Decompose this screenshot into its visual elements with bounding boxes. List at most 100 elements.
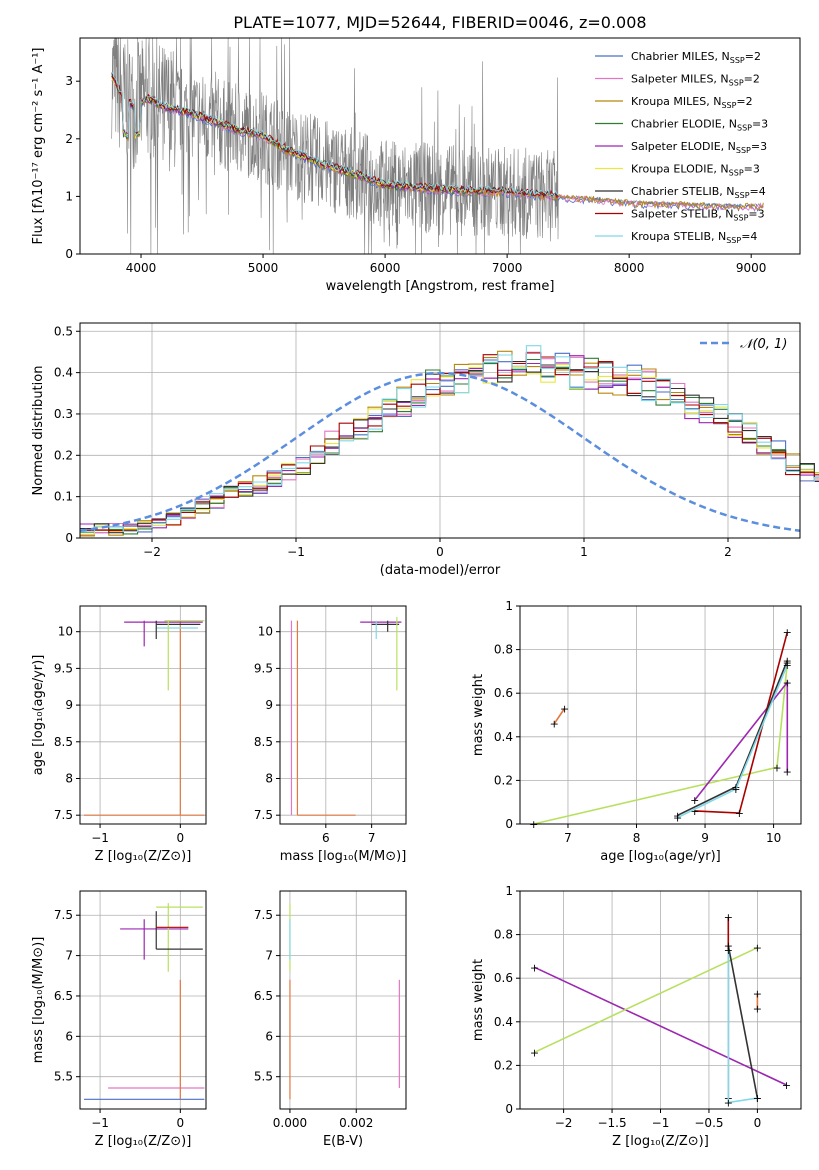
legend-entry: Chabrier ELODIE, NSSP=3: [631, 118, 768, 133]
y-tick-label: 1: [65, 189, 73, 203]
x-tick-label: 7: [564, 831, 572, 845]
legend-entry: Kroupa MILES, NSSP=2: [631, 95, 753, 110]
data-marker: +: [753, 1003, 762, 1016]
y-tick-label: 0: [505, 1102, 513, 1116]
y-tick-label: 1: [505, 884, 513, 898]
y-tick-label: 0.3: [54, 407, 73, 421]
y-tick-label: 0.2: [494, 1058, 513, 1072]
y-tick-label: 7.5: [254, 808, 273, 822]
mass-vs-metallicity-panel: −1 0 5.5 6 6.5 7 7.5 Z [log₁₀(Z/Z⊙)] mass [log₁₀…: [31, 890, 207, 1149]
x-axis-label: mass [log₁₀(M/M⊙)]: [280, 849, 407, 864]
x-tick-label: −2: [143, 545, 161, 559]
weight-line-1: [534, 946, 758, 1054]
weight-line-3: [727, 945, 759, 1099]
y-tick-label: 0.8: [494, 928, 513, 942]
y-tick-label: 10: [58, 625, 73, 639]
y-tick-label: 8.5: [54, 735, 73, 749]
residual-histogram-panel: −2 −1 0 1 2 0 0.1 0.2 0.3 0.4 0.5 (data-model)/erro…: [31, 322, 819, 578]
y-tick-label: 6.5: [54, 989, 73, 1003]
x-tick-label: −1: [287, 545, 305, 559]
y-tick-label: 1: [505, 599, 513, 613]
x-tick-label: 0: [176, 1116, 184, 1130]
y-tick-label: 0: [65, 247, 73, 261]
y-tick-label: 0.1: [54, 490, 73, 504]
y-tick-label: 2: [65, 132, 73, 146]
legend-entry: 𝒩(0, 1): [740, 337, 787, 352]
x-tick-label: 10: [766, 831, 781, 845]
weight-line-3: [694, 631, 789, 814]
data-marker: +: [690, 794, 699, 807]
y-tick-label: 6.5: [254, 989, 273, 1003]
data-marker: +: [724, 940, 733, 953]
y-tick-label: 0.2: [54, 448, 73, 462]
data-marker: +: [753, 987, 762, 1000]
y-tick-label: 0.5: [54, 324, 73, 338]
model-line-2: [111, 77, 764, 211]
y-tick-label: 0.6: [494, 971, 513, 985]
data-marker: +: [753, 942, 762, 955]
data-marker: +: [783, 659, 792, 672]
histogram-step-7: [80, 352, 819, 532]
data-marker: +: [782, 1079, 791, 1092]
age-vs-mass-panel: 6 7 7.5 8 8.5 9 9.5 10 mass [log₁₀(M/M⊙)]: [254, 605, 407, 864]
y-tick-label: 9: [265, 698, 273, 712]
data-marker: +: [690, 805, 699, 818]
weight-line-4: [677, 660, 789, 817]
x-axis-label: E(B-V): [323, 1134, 363, 1149]
x-axis-label: age [log₁₀(age/yr)]: [600, 849, 721, 864]
y-tick-label: 7.5: [54, 908, 73, 922]
axes-frame: [279, 605, 407, 825]
x-tick-label: −1.5: [597, 1116, 626, 1130]
legend-entry: Kroupa ELODIE, NSSP=3: [631, 163, 760, 178]
x-axis-label: (data-model)/error: [380, 563, 501, 578]
y-axis-label: Normed distribution: [31, 366, 46, 496]
legend-entry: Salpeter MILES, NSSP=2: [631, 73, 760, 88]
x-axis-label: wavelength [Angstrom, rest frame]: [326, 279, 555, 294]
axes-frame: [79, 890, 207, 1110]
x-tick-label: 8: [633, 831, 641, 845]
legend-entry: Chabrier STELIB, NSSP=4: [631, 185, 766, 200]
y-tick-label: 7.5: [254, 908, 273, 922]
histogram-step-0: [80, 351, 819, 534]
normal-reference-curve: [79, 371, 801, 533]
axes-frame: [79, 605, 207, 825]
spectrum-panel: 4000 5000 6000 7000 8000 9000 0 1 2 3 wavelength […: [31, 37, 801, 294]
y-axis-label: mass weight: [471, 959, 486, 1041]
data-marker: +: [783, 676, 792, 689]
x-axis-label: Z [log₁₀(Z/Z⊙)]: [612, 1134, 709, 1149]
y-axis-label: mass [log₁₀(M/M⊙)]: [31, 937, 46, 1064]
axes-frame: [279, 890, 407, 1110]
y-tick-label: 9: [65, 698, 73, 712]
y-tick-label: 0.2: [494, 773, 513, 787]
x-tick-label: 9: [701, 831, 709, 845]
y-tick-label: 6: [65, 1029, 73, 1043]
data-marker: +: [724, 1096, 733, 1109]
y-tick-label: 10: [258, 625, 273, 639]
x-tick-label: 1: [580, 545, 588, 559]
y-tick-label: 9.5: [254, 661, 273, 675]
legend-entry: Salpeter ELODIE, NSSP=3: [631, 140, 767, 155]
histogram-step-4: [80, 355, 819, 529]
x-tick-label: 0: [176, 831, 184, 845]
y-tick-label: 0.4: [54, 366, 73, 380]
x-axis-label: Z [log₁₀(Z/Z⊙)]: [95, 849, 192, 864]
x-axis-label: Z [log₁₀(Z/Z⊙)]: [95, 1134, 192, 1149]
data-marker: +: [783, 626, 792, 639]
y-tick-label: 7: [265, 949, 273, 963]
data-marker: +: [530, 961, 539, 974]
weight-line-5: [677, 664, 789, 819]
y-axis-label: Flux [fλ10⁻¹⁷ erg cm⁻² s⁻¹ A⁻¹]: [31, 48, 46, 245]
y-axis-label: mass weight: [471, 674, 486, 756]
y-tick-label: 7: [65, 949, 73, 963]
y-tick-label: 0: [505, 817, 513, 831]
x-tick-label: 8000: [614, 261, 645, 275]
y-tick-label: 8.5: [254, 735, 273, 749]
data-marker: +: [530, 1046, 539, 1059]
x-tick-label: −1: [91, 1116, 109, 1130]
x-tick-label: −1: [91, 831, 109, 845]
weight-line-1: [533, 662, 789, 825]
legend-entry: Chabrier MILES, NSSP=2: [631, 50, 761, 65]
weight-vs-age-panel: +++++++++ ++++++++7 8 9 1000.20.40.60.81age …: [471, 599, 802, 864]
data-marker: +: [673, 809, 682, 822]
y-tick-label: 8: [265, 771, 273, 785]
